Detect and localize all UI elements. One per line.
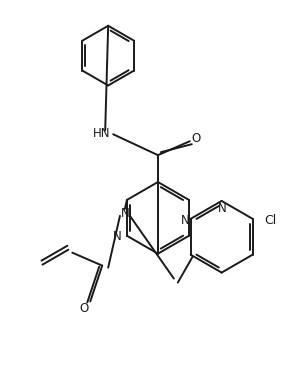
Text: N: N — [218, 203, 227, 215]
Text: N: N — [181, 214, 190, 227]
Text: N: N — [120, 207, 129, 220]
Text: N: N — [113, 230, 122, 243]
Text: Cl: Cl — [265, 214, 277, 227]
Text: O: O — [80, 302, 89, 315]
Text: O: O — [192, 132, 201, 145]
Text: HN: HN — [93, 127, 111, 140]
